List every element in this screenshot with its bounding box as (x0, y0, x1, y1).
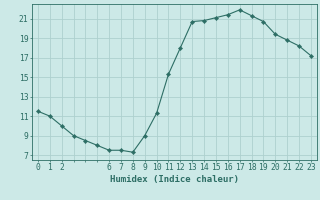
X-axis label: Humidex (Indice chaleur): Humidex (Indice chaleur) (110, 175, 239, 184)
